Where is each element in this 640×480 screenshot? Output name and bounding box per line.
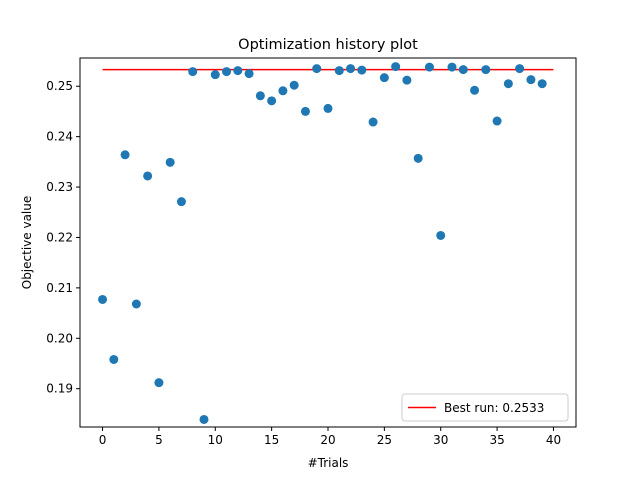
legend-box: [401, 393, 569, 422]
trial-point: [154, 378, 164, 388]
trial-point: [436, 230, 446, 240]
trial-point: [503, 79, 513, 89]
y-tick-label: 0.25: [46, 79, 73, 93]
trial-point: [470, 85, 480, 95]
trial-point: [346, 64, 356, 74]
x-tick-label: 20: [320, 433, 335, 447]
trial-point: [131, 299, 141, 309]
trial-point: [109, 354, 119, 364]
trial-point: [526, 75, 536, 85]
trial-point: [188, 67, 198, 77]
trial-point: [98, 294, 108, 304]
trial-point: [379, 73, 389, 83]
plot-marks: [98, 62, 554, 424]
y-tick-label: 0.24: [46, 130, 73, 144]
trial-point: [391, 62, 401, 72]
trial-point: [458, 65, 468, 75]
x-tick-label: 40: [546, 433, 561, 447]
x-tick-label: 10: [208, 433, 223, 447]
trial-point: [481, 65, 491, 75]
trial-point: [143, 171, 153, 181]
trial-point: [402, 75, 412, 85]
y-tick-label: 0.23: [46, 180, 73, 194]
y-tick-label: 0.20: [46, 331, 73, 345]
x-tick-label: 30: [433, 433, 448, 447]
x-tick-label: 15: [264, 433, 279, 447]
y-axis: 0.19 0.20 0.21 0.22 0.23 0.24 0.25: [46, 79, 80, 396]
trial-point: [199, 414, 209, 424]
x-tick-label: 0: [99, 433, 107, 447]
trial-point: [120, 150, 130, 160]
trial-point: [424, 62, 434, 72]
y-tick-label: 0.22: [46, 230, 73, 244]
trial-point: [323, 103, 333, 113]
x-axis: 0 5 10 15 20 25 30 35 40: [99, 427, 561, 447]
y-tick-label: 0.19: [46, 382, 73, 396]
legend: Best run: 0.2533: [401, 393, 569, 422]
trial-point: [312, 64, 322, 74]
trial-point: [244, 69, 254, 79]
trial-point: [255, 91, 265, 101]
trial-point: [267, 96, 277, 106]
x-tick-label: 25: [377, 433, 392, 447]
legend-label-best-run: Best run: 0.2533: [444, 401, 544, 415]
trial-point: [300, 106, 310, 116]
axes-frame: [79, 57, 577, 428]
trial-point: [210, 70, 220, 80]
trial-point: [176, 197, 186, 207]
trial-point: [278, 86, 288, 96]
trial-point: [413, 153, 423, 163]
chart-title: Optimization history plot: [238, 37, 418, 53]
y-tick-label: 0.21: [46, 281, 73, 295]
x-tick-label: 5: [155, 433, 163, 447]
trial-point: [492, 116, 502, 126]
x-axis-title: #Trials: [308, 456, 349, 470]
trial-point: [233, 66, 243, 76]
trial-point: [447, 62, 457, 72]
trial-point: [357, 65, 367, 75]
trial-point: [334, 66, 344, 76]
x-tick-label: 35: [489, 433, 504, 447]
trial-point: [165, 157, 175, 167]
trial-point: [537, 79, 547, 89]
trial-point: [222, 67, 232, 77]
trial-point: [368, 117, 378, 127]
y-axis-title: Objective value: [20, 196, 34, 290]
trial-point: [289, 80, 299, 90]
trial-point: [515, 64, 525, 74]
